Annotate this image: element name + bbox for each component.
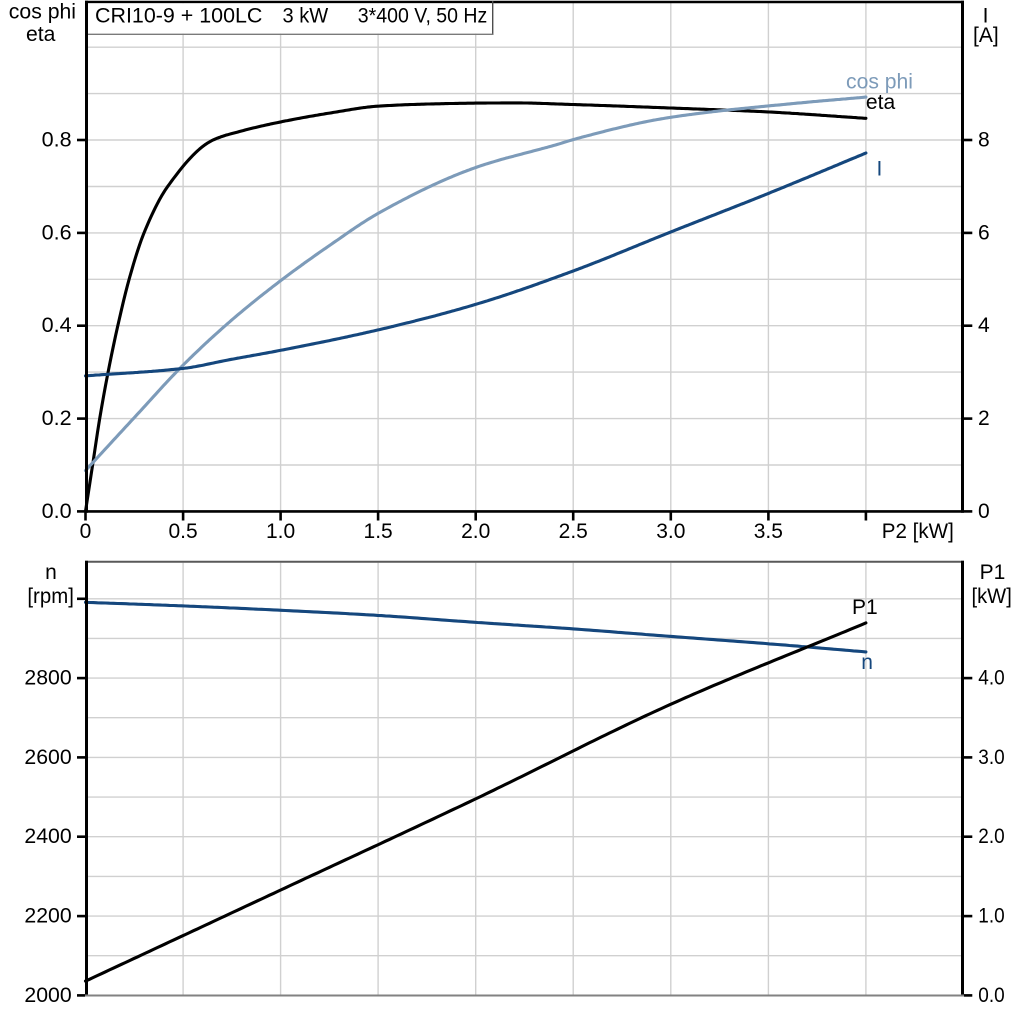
- svg-text:0.0: 0.0: [978, 984, 1004, 1007]
- svg-text:2.0: 2.0: [461, 520, 490, 543]
- svg-text:n: n: [861, 651, 873, 674]
- svg-text:P2 [kW]: P2 [kW]: [882, 520, 954, 543]
- svg-text:2200: 2200: [24, 905, 71, 928]
- svg-text:0: 0: [80, 520, 92, 543]
- svg-text:0.4: 0.4: [42, 314, 72, 337]
- svg-text:4.0: 4.0: [978, 667, 1004, 690]
- svg-text:P1: P1: [852, 596, 878, 619]
- svg-text:I: I: [983, 5, 989, 28]
- svg-text:3 kW: 3 kW: [283, 5, 329, 28]
- svg-text:4: 4: [978, 314, 990, 337]
- svg-text:I: I: [877, 158, 883, 181]
- svg-text:0.6: 0.6: [42, 221, 72, 244]
- svg-text:3.0: 3.0: [978, 746, 1004, 769]
- svg-text:eta: eta: [866, 91, 896, 114]
- svg-text:n: n: [45, 561, 57, 584]
- svg-text:1.0: 1.0: [266, 520, 295, 543]
- svg-text:eta: eta: [26, 23, 56, 46]
- svg-text:3.0: 3.0: [656, 520, 685, 543]
- svg-text:0.8: 0.8: [42, 129, 72, 152]
- svg-text:6: 6: [978, 221, 990, 244]
- svg-text:3*400 V, 50 Hz: 3*400 V, 50 Hz: [358, 5, 488, 28]
- svg-text:[kW]: [kW]: [972, 585, 1012, 608]
- svg-text:[A]: [A]: [973, 24, 999, 47]
- svg-text:8: 8: [978, 129, 990, 152]
- svg-text:3.5: 3.5: [754, 520, 783, 543]
- svg-text:2600: 2600: [24, 746, 71, 769]
- svg-text:2000: 2000: [24, 984, 71, 1007]
- svg-text:2800: 2800: [24, 667, 71, 690]
- svg-text:1.0: 1.0: [978, 905, 1004, 928]
- svg-text:CRI10-9 + 100LC: CRI10-9 + 100LC: [95, 5, 262, 28]
- svg-text:cos phi: cos phi: [846, 71, 913, 94]
- svg-text:0.0: 0.0: [42, 500, 72, 523]
- svg-text:[rpm]: [rpm]: [27, 585, 74, 608]
- svg-text:cos phi: cos phi: [9, 1, 76, 24]
- svg-text:1.5: 1.5: [364, 520, 393, 543]
- svg-text:0: 0: [978, 500, 990, 523]
- svg-text:2.0: 2.0: [978, 825, 1004, 848]
- svg-text:2400: 2400: [24, 825, 71, 848]
- svg-text:P1: P1: [980, 561, 1006, 584]
- svg-text:0.5: 0.5: [168, 520, 197, 543]
- svg-text:2: 2: [978, 407, 990, 430]
- svg-text:2.5: 2.5: [559, 520, 588, 543]
- svg-text:0.2: 0.2: [42, 407, 72, 430]
